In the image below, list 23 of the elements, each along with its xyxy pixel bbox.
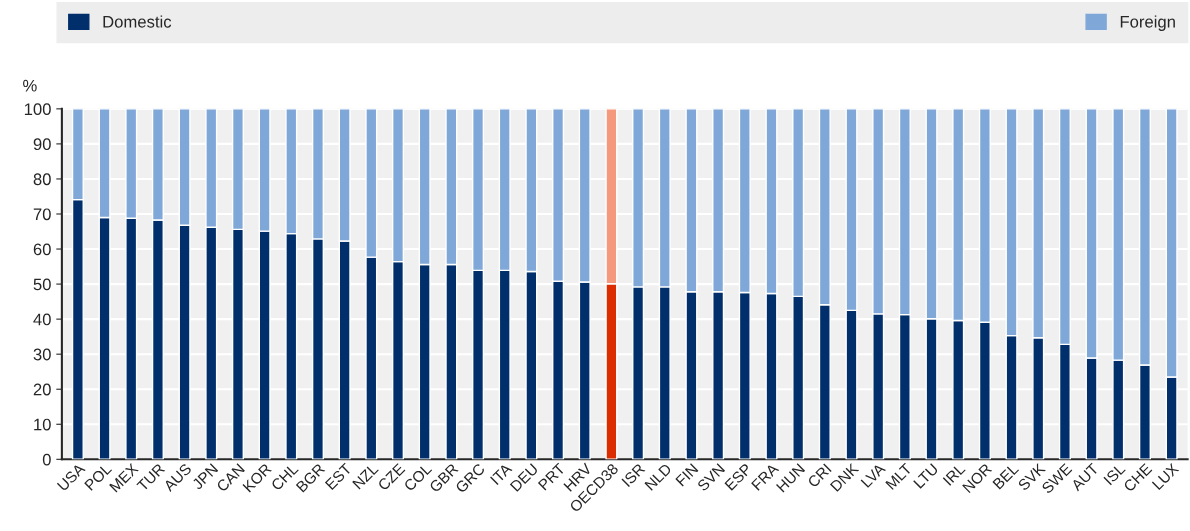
y-tick-label: 50: [33, 278, 51, 291]
legend-label: Foreign: [1120, 15, 1175, 31]
y-tick-label: 80: [33, 173, 51, 186]
x-tick-label: NZL: [352, 462, 379, 490]
x-tick-label: ISL: [1103, 462, 1126, 486]
y-tick-label: 90: [33, 138, 51, 151]
x-tick-label: USA: [56, 462, 86, 492]
legend-label: Domestic: [103, 15, 172, 28]
y-tick-label: 70: [33, 208, 51, 221]
y-tick-label: 0: [42, 453, 51, 466]
y-axis-title: %: [23, 79, 37, 92]
y-tick-label: 100: [24, 103, 51, 116]
y-tick-label: 40: [33, 313, 51, 326]
x-tick-label: CRI: [807, 463, 832, 489]
y-tick-label: 60: [33, 243, 51, 256]
y-tick-label: 10: [34, 418, 51, 431]
x-tick-label: FIN: [675, 463, 699, 487]
x-tick-label: ISR: [621, 462, 646, 488]
x-tick-label: LVA: [860, 462, 886, 488]
x-tick-label: BEL: [992, 462, 1020, 490]
y-tick-label: 20: [33, 383, 51, 396]
y-tick-label: 30: [33, 348, 51, 361]
x-tick-label: ITA: [490, 462, 513, 485]
